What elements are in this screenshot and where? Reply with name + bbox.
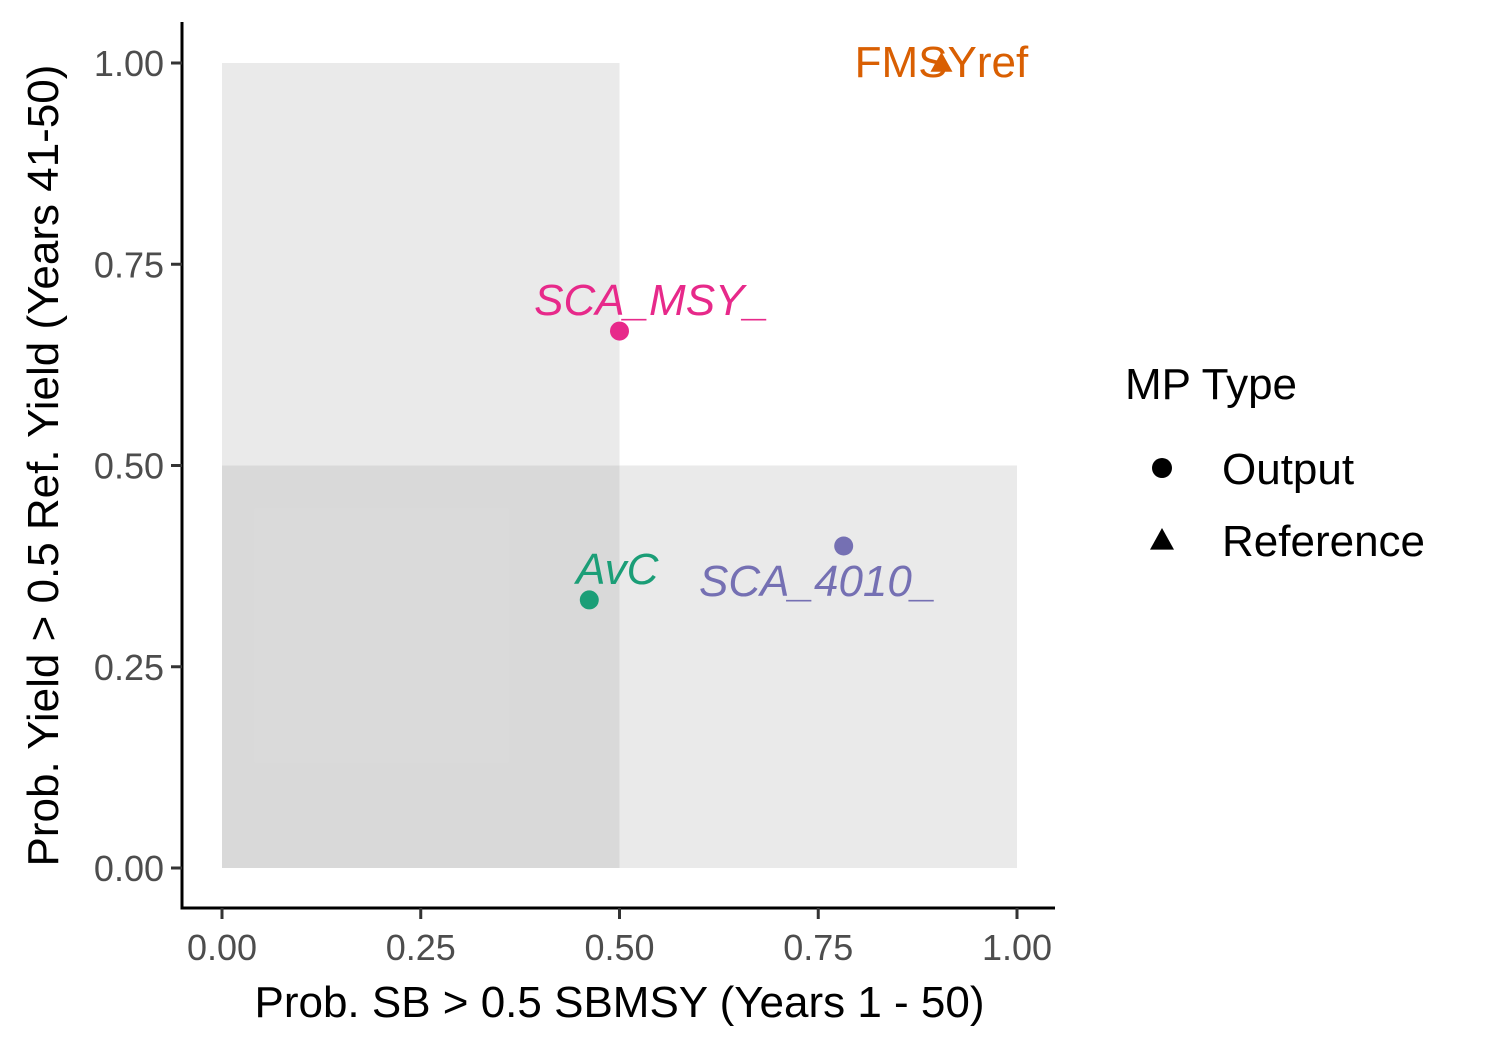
legend-entries: Output Reference xyxy=(1150,445,1425,566)
x-tick-label: 0.50 xyxy=(584,927,654,968)
point-sca-msy xyxy=(610,321,629,341)
x-axis-title: Prob. SB > 0.5 SBMSY (Years 1 - 50) xyxy=(254,978,984,1027)
y-ticks: 0.00 0.25 0.50 0.75 1.00 xyxy=(94,43,182,889)
x-tick-label: 1.00 xyxy=(982,927,1052,968)
y-tick-label: 1.00 xyxy=(94,43,164,84)
x-ticks: 0.00 0.25 0.50 0.75 1.00 xyxy=(187,908,1052,968)
point-labels: FMSYref SCA_MSY_ AvC SCA_4010_ xyxy=(534,38,1029,606)
point-label-fmsyref: FMSYref xyxy=(855,38,1029,87)
legend-key-reference xyxy=(1150,528,1174,550)
y-axis-title: Prob. Yield > 0.5 Ref. Yield (Years 41-5… xyxy=(19,65,68,867)
legend-label-output: Output xyxy=(1222,445,1354,494)
point-label-avc: AvC xyxy=(573,545,660,594)
legend: MP Type Output Reference xyxy=(1125,360,1425,566)
x-tick-label: 0.25 xyxy=(386,927,456,968)
point-avc xyxy=(579,590,599,610)
y-tick-label: 0.00 xyxy=(94,848,164,889)
shaded-regions xyxy=(222,63,1017,868)
point-label-sca-msy: SCA_MSY_ xyxy=(534,276,769,325)
y-tick-label: 0.25 xyxy=(94,647,164,688)
shaded-region-2 xyxy=(222,465,1017,868)
data-points xyxy=(579,52,953,610)
y-tick-label: 0.75 xyxy=(94,244,164,285)
legend-key-output xyxy=(1152,458,1172,478)
point-fmsyref xyxy=(930,52,953,72)
x-tick-label: 0.00 xyxy=(187,927,257,968)
shaded-region-1 xyxy=(222,63,620,868)
point-sca-4010 xyxy=(834,536,854,556)
point-label-sca-4010: SCA_4010_ xyxy=(699,557,936,606)
legend-label-reference: Reference xyxy=(1222,517,1425,566)
legend-title: MP Type xyxy=(1125,360,1297,409)
x-tick-label: 0.75 xyxy=(783,927,853,968)
y-tick-label: 0.50 xyxy=(94,446,164,487)
